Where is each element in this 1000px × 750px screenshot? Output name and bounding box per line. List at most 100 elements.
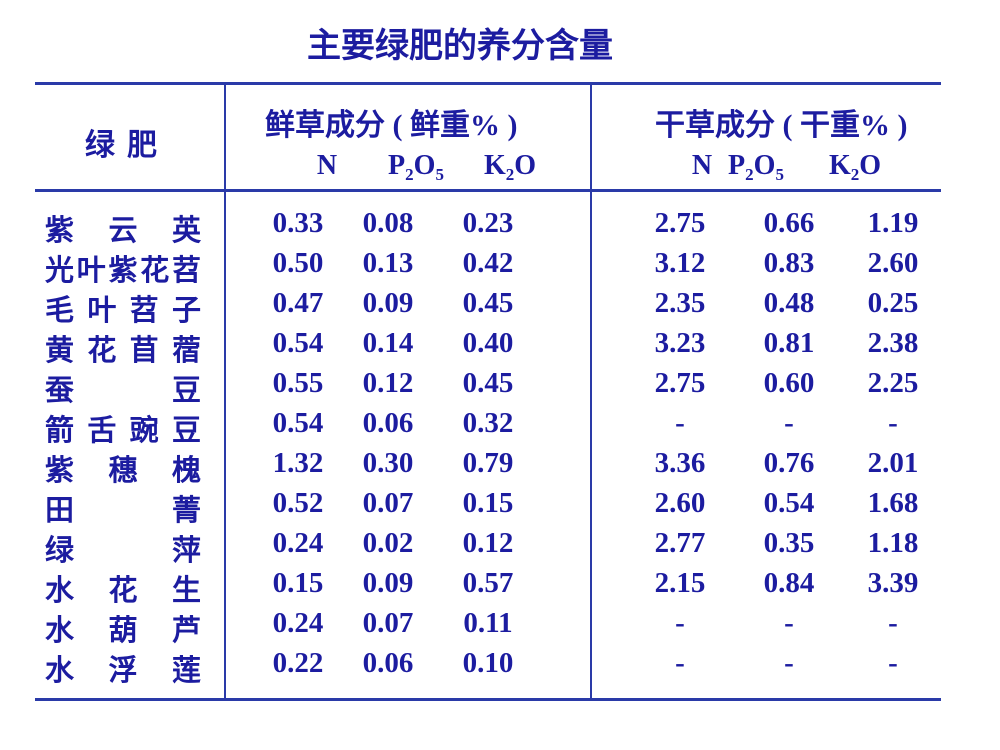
formula-part: N — [691, 150, 713, 181]
cell-value: 0.54 — [763, 487, 815, 519]
cell-value: 0.07 — [362, 487, 414, 519]
cell-value: 0.23 — [462, 207, 514, 239]
formula-part: K — [483, 150, 506, 181]
subscript: 2 — [850, 165, 860, 184]
cell-value: 0.45 — [462, 367, 514, 399]
formula-part: P — [388, 150, 406, 181]
cell-value: - — [888, 407, 898, 439]
sub-header: K2O — [815, 150, 895, 185]
cell-value: 1.32 — [272, 447, 324, 479]
cell-value: 0.09 — [362, 567, 414, 599]
cell-value: 0.15 — [272, 567, 324, 599]
formula-part: O — [753, 150, 776, 181]
header-dry: 干草成分 ( 干重% ) — [655, 109, 908, 142]
plant-name: 绿萍 — [45, 535, 201, 567]
sub-header: P2O5 — [376, 150, 456, 185]
cell-value: 2.77 — [654, 527, 706, 559]
plant-name: 紫穗槐 — [45, 455, 201, 487]
plant-name: 水浮莲 — [45, 655, 201, 687]
cell-value: 0.24 — [272, 527, 324, 559]
cell-value: 2.25 — [867, 367, 919, 399]
cell-value: - — [675, 607, 685, 639]
formula-part: K — [828, 150, 851, 181]
subscript: 5 — [435, 165, 444, 184]
header-name: 绿肥 — [85, 129, 169, 162]
cell-value: - — [888, 647, 898, 679]
cell-value: 0.45 — [462, 287, 514, 319]
cell-value: 0.06 — [362, 407, 414, 439]
cell-value: 0.60 — [763, 367, 815, 399]
cell-value: 0.54 — [272, 407, 324, 439]
top-rule — [35, 82, 941, 85]
cell-value: 2.38 — [867, 327, 919, 359]
cell-value: 0.13 — [362, 247, 414, 279]
sub-header: N — [662, 150, 742, 182]
subscript: 5 — [775, 165, 784, 184]
plant-name: 水花生 — [45, 575, 201, 607]
cell-value: 0.08 — [362, 207, 414, 239]
cell-value: 0.24 — [272, 607, 324, 639]
subscript: 2 — [505, 165, 515, 184]
cell-value: 2.15 — [654, 567, 706, 599]
cell-value: 0.42 — [462, 247, 514, 279]
cell-value: 0.40 — [462, 327, 514, 359]
cell-value: 0.30 — [362, 447, 414, 479]
formula-part: P — [728, 150, 746, 181]
cell-value: 0.50 — [272, 247, 324, 279]
cell-value: - — [784, 407, 794, 439]
cell-value: 2.01 — [867, 447, 919, 479]
cell-value: 0.66 — [763, 207, 815, 239]
cell-value: - — [784, 607, 794, 639]
cell-value: 0.02 — [362, 527, 414, 559]
formula-part: N — [316, 150, 338, 181]
plant-name: 紫云英 — [45, 215, 201, 247]
plant-name: 毛叶苕子 — [45, 295, 201, 327]
cell-value: 0.10 — [462, 647, 514, 679]
cell-value: 3.36 — [654, 447, 706, 479]
sub-header: K2O — [470, 150, 550, 185]
cell-value: 3.39 — [867, 567, 919, 599]
plant-name: 水葫芦 — [45, 615, 201, 647]
plant-name: 蚕豆 — [45, 375, 201, 407]
formula-part: O — [413, 150, 436, 181]
cell-value: 0.22 — [272, 647, 324, 679]
cell-value: 0.79 — [462, 447, 514, 479]
formula-part: O — [514, 150, 537, 181]
header-rule — [35, 189, 941, 192]
cell-value: 0.14 — [362, 327, 414, 359]
cell-value: - — [784, 647, 794, 679]
formula-part: O — [859, 150, 882, 181]
cell-value: 0.12 — [462, 527, 514, 559]
sub-header: P2O5 — [716, 150, 796, 185]
cell-value: 1.18 — [867, 527, 919, 559]
cell-value: 0.84 — [763, 567, 815, 599]
title: 主要绿肥的养分含量 — [307, 28, 613, 65]
bottom-rule — [35, 698, 941, 701]
cell-value: 1.19 — [867, 207, 919, 239]
cell-value: 0.15 — [462, 487, 514, 519]
cell-value: 0.07 — [362, 607, 414, 639]
plant-name: 箭舌豌豆 — [45, 415, 201, 447]
column-rule — [590, 84, 592, 699]
subscript: 2 — [745, 165, 754, 184]
subscript: 2 — [405, 165, 414, 184]
cell-value: 2.75 — [654, 207, 706, 239]
cell-value: 3.23 — [654, 327, 706, 359]
cell-value: 0.09 — [362, 287, 414, 319]
cell-value: 0.83 — [763, 247, 815, 279]
cell-value: 0.25 — [867, 287, 919, 319]
cell-value: - — [675, 647, 685, 679]
plant-name: 光叶紫花苕 — [45, 255, 201, 287]
cell-value: 0.57 — [462, 567, 514, 599]
plant-name: 黄花苜蓿 — [45, 335, 201, 367]
cell-value: 0.32 — [462, 407, 514, 439]
cell-value: 0.33 — [272, 207, 324, 239]
cell-value: 0.48 — [763, 287, 815, 319]
cell-value: 0.81 — [763, 327, 815, 359]
cell-value: 0.55 — [272, 367, 324, 399]
header-fresh: 鲜草成分 ( 鲜重% ) — [265, 109, 518, 142]
cell-value: 0.54 — [272, 327, 324, 359]
cell-value: 0.47 — [272, 287, 324, 319]
cell-value: 0.35 — [763, 527, 815, 559]
